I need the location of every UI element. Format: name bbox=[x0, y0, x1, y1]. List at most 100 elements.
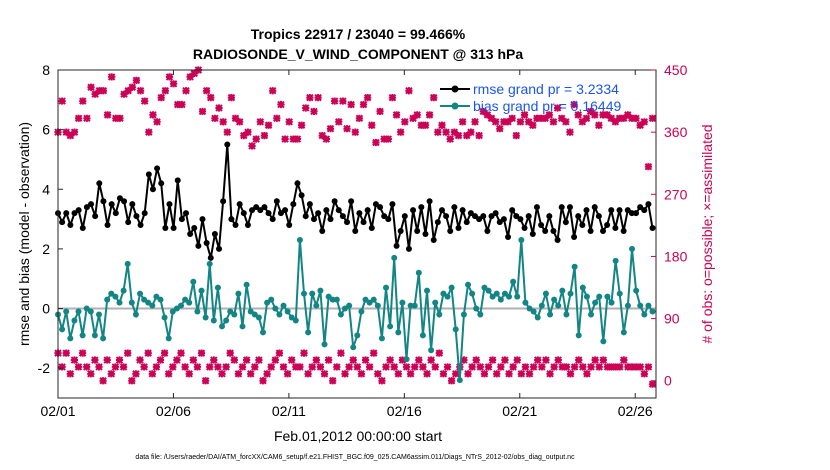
obs-possible-point bbox=[335, 118, 343, 126]
obs-assimilated-point bbox=[341, 370, 349, 378]
rmse-point bbox=[397, 228, 404, 235]
y-axis-right-ticks: 0 90 180 270 360 450 bbox=[651, 62, 688, 389]
obs-possible-point bbox=[136, 87, 145, 95]
bias-point bbox=[456, 377, 463, 384]
y-axis-ticks: -2 0 2 4 6 8 bbox=[38, 62, 63, 376]
y-right-tick-label: 270 bbox=[664, 186, 688, 202]
obs-assimilated-point bbox=[152, 363, 161, 371]
obs-possible-point bbox=[599, 111, 607, 119]
obs-possible-point bbox=[215, 104, 223, 112]
bias-point bbox=[59, 326, 66, 333]
obs-possible-point bbox=[442, 128, 450, 136]
bias-point bbox=[378, 335, 385, 342]
obs-assimilated-point bbox=[628, 363, 636, 371]
obs-possible-point bbox=[496, 124, 504, 133]
obs-possible-point bbox=[425, 111, 434, 119]
bias-point bbox=[514, 293, 521, 300]
obs-assimilated-point bbox=[607, 363, 616, 371]
obs-assimilated-point bbox=[497, 363, 505, 371]
obs-assimilated-point bbox=[148, 370, 157, 378]
obs-assimilated-point bbox=[279, 363, 288, 371]
obs-assimilated-point bbox=[312, 356, 321, 364]
rmse-point bbox=[63, 210, 70, 217]
rmse-point bbox=[633, 210, 640, 217]
obs-assimilated-point bbox=[82, 363, 91, 371]
bias-point bbox=[124, 260, 131, 267]
rmse-point bbox=[141, 210, 148, 217]
obs-assimilated-point bbox=[411, 363, 419, 371]
rmse-point bbox=[75, 207, 82, 214]
obs-possible-point bbox=[578, 118, 587, 126]
rmse-point bbox=[645, 201, 652, 208]
obs-assimilated-point bbox=[611, 363, 620, 371]
bias-point bbox=[629, 245, 636, 252]
rmse-point bbox=[562, 219, 569, 226]
rmse-point bbox=[125, 219, 132, 226]
obs-assimilated-point bbox=[624, 363, 632, 371]
obs-possible-point bbox=[169, 80, 178, 88]
obs-possible-point bbox=[248, 142, 256, 150]
rmse-point bbox=[521, 225, 528, 232]
obs-assimilated-point bbox=[78, 349, 87, 357]
obs-assimilated-point bbox=[308, 363, 316, 371]
bias-point bbox=[63, 308, 70, 315]
obs-assimilated-point bbox=[111, 363, 120, 371]
obs-possible-point bbox=[591, 111, 599, 119]
bias-point bbox=[579, 284, 586, 291]
x-tick-label: 02/16 bbox=[387, 403, 422, 419]
obs-assimilated-point bbox=[386, 356, 394, 364]
obs-assimilated-point bbox=[296, 363, 304, 371]
obs-possible-point bbox=[83, 114, 91, 123]
obs-possible-point bbox=[603, 111, 611, 119]
rmse-point bbox=[121, 198, 128, 205]
bias-point bbox=[542, 290, 549, 297]
bias-point bbox=[596, 293, 603, 300]
obs-assimilated-point bbox=[115, 356, 124, 364]
rmse-point bbox=[418, 204, 425, 211]
obs-assimilated-point bbox=[603, 363, 612, 371]
bias-point bbox=[419, 332, 426, 339]
y-tick-label: 0 bbox=[42, 301, 50, 317]
bias-point bbox=[333, 296, 340, 303]
obs-possible-point bbox=[161, 87, 170, 95]
bias-point bbox=[280, 302, 287, 309]
rmse-point bbox=[253, 204, 260, 211]
obs-assimilated-point bbox=[632, 363, 640, 371]
obs-possible-point bbox=[178, 100, 186, 109]
bias-point bbox=[313, 302, 320, 309]
y-tick-label: 6 bbox=[42, 122, 50, 138]
rmse-point bbox=[426, 198, 433, 205]
rmse-point bbox=[447, 228, 454, 235]
bias-point bbox=[460, 311, 467, 318]
obs-assimilated-point bbox=[271, 356, 280, 364]
obs-possible-point bbox=[467, 128, 475, 136]
bias-point bbox=[161, 314, 168, 321]
rmse-point bbox=[546, 213, 553, 220]
bias-point bbox=[149, 302, 156, 309]
rmse-point bbox=[331, 198, 338, 205]
obs-possible-point bbox=[186, 73, 194, 81]
rmse-point bbox=[641, 207, 648, 214]
obs-possible-point bbox=[471, 118, 479, 126]
y-tick-label: 2 bbox=[42, 241, 50, 257]
obs-assimilated-point bbox=[197, 349, 206, 357]
obs-possible-point bbox=[355, 114, 364, 123]
bias-point bbox=[415, 269, 422, 276]
rmse-point bbox=[649, 225, 656, 232]
obs-assimilated-point bbox=[435, 349, 444, 357]
obs-assimilated-point bbox=[546, 370, 554, 378]
obs-possible-point bbox=[277, 100, 285, 109]
obs-assimilated-point bbox=[570, 363, 579, 371]
obs-possible-point bbox=[330, 97, 339, 105]
bias-point bbox=[551, 296, 558, 303]
bias-point bbox=[132, 311, 139, 318]
rmse-point bbox=[459, 207, 466, 214]
obs-assimilated-point bbox=[566, 370, 575, 378]
bias-point bbox=[284, 308, 291, 315]
obs-assimilated-point bbox=[329, 377, 337, 385]
bias-point bbox=[137, 290, 144, 297]
obs-possible-point bbox=[157, 93, 165, 102]
obs-possible-point bbox=[570, 100, 578, 109]
bias-point bbox=[649, 308, 656, 315]
bias-point bbox=[75, 308, 82, 315]
